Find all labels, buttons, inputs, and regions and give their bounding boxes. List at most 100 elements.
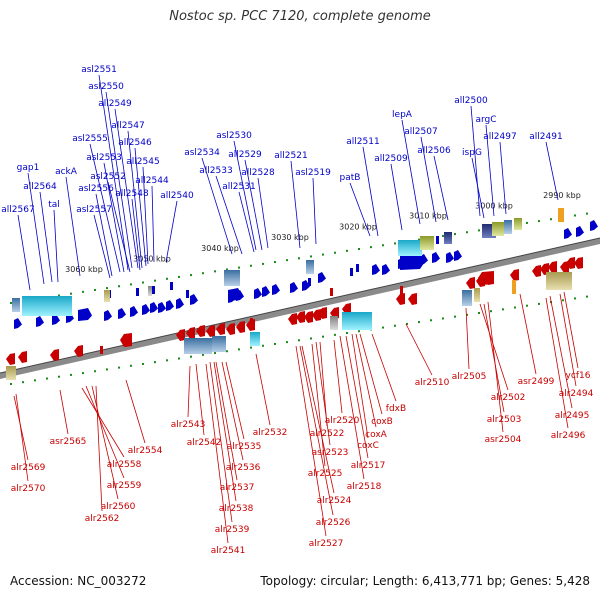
reverse-orf-marker: [400, 286, 403, 294]
reverse-leader-line: [549, 295, 573, 409]
forward-gene-label: all2521: [274, 151, 307, 161]
orf-track-bottom-dot: [346, 332, 348, 335]
orf-track-top-dot: [262, 262, 264, 265]
reverse-leader-line: [255, 353, 271, 426]
orf-track-top-dot: [10, 302, 12, 304]
accession-text: Accession: NC_003272: [10, 574, 147, 588]
reverse-gene-block: [478, 271, 494, 285]
reverse-gene-arrow: [304, 311, 313, 323]
genome-backbone: [0, 238, 600, 379]
reverse-leader-line: [213, 361, 237, 502]
orf-track-bottom-dot: [562, 299, 564, 302]
orf-track-top-dot: [70, 292, 72, 295]
forward-gene-arrow: [446, 252, 454, 263]
orf-track-bottom-dot: [202, 353, 204, 356]
feature-box: [546, 272, 572, 290]
forward-leader-line: [349, 182, 371, 237]
forward-gene-arrow: [302, 280, 310, 291]
forward-leader-line: [471, 157, 485, 219]
forward-gene-arrow: [52, 314, 60, 325]
reverse-gene-label: alr2539: [215, 525, 250, 535]
tick-label: 3010 kbp: [409, 212, 447, 221]
reverse-leader-line: [125, 379, 146, 444]
reverse-leader-line: [205, 363, 229, 544]
orf-track-bottom-dot: [142, 362, 144, 365]
forward-gene-arrow: [158, 302, 166, 313]
forward-gene-label: all2567: [1, 205, 34, 215]
forward-gene-arrow: [254, 288, 262, 299]
reverse-gene-label: alr2541: [211, 546, 246, 556]
orf-track-bottom-dot: [574, 297, 576, 300]
reverse-leader-line: [311, 343, 326, 467]
forward-orf-marker: [152, 286, 155, 294]
reverse-gene-arrow: [408, 293, 417, 305]
orf-track-top-dot: [94, 288, 96, 291]
orf-track-bottom-dot: [298, 339, 300, 342]
reverse-gene-label: alr2496: [551, 431, 586, 441]
reverse-leader-line: [215, 361, 238, 481]
orf-track-top-dot: [238, 266, 240, 269]
reverse-gene-arrow: [396, 293, 405, 305]
reverse-leader-line: [95, 385, 103, 512]
reverse-gene-arrow: [510, 269, 519, 281]
forward-leader-line: [420, 136, 437, 223]
feature-box: [224, 270, 240, 286]
forward-leader-line: [312, 177, 317, 245]
reverse-leader-line: [339, 335, 365, 480]
reverse-orf-marker: [250, 318, 253, 326]
forward-leader-line: [390, 163, 403, 231]
forward-gene-label: all2545: [126, 157, 159, 167]
reverse-gene-arrow: [176, 329, 185, 341]
reverse-leader-line: [559, 293, 577, 387]
forward-leader-line: [244, 159, 263, 251]
orf-track-bottom-dot: [358, 330, 360, 333]
forward-gene-label: all2547: [111, 121, 144, 131]
reverse-leader-line: [465, 307, 470, 370]
forward-gene-label: all2549: [98, 99, 132, 109]
reverse-gene-label: alr2518: [347, 482, 382, 492]
forward-gene-arrow: [190, 294, 198, 305]
orf-track-bottom-dot: [526, 304, 528, 307]
forward-gene-label: asl2519: [295, 168, 331, 178]
forward-gene-label: all2544: [135, 176, 169, 186]
orf-track-bottom-dot: [118, 366, 120, 369]
reverse-orf-marker: [100, 346, 103, 354]
tick-label: 3030 kbp: [271, 233, 309, 242]
reverse-gene-arrow: [288, 313, 297, 325]
forward-leader-line: [127, 130, 143, 269]
orf-track-top-dot: [478, 229, 480, 232]
forward-leader-line: [499, 141, 507, 215]
orf-track-top-dot: [106, 287, 108, 290]
tick-label: 3060 kbp: [65, 265, 103, 274]
orf-track-top-dot: [226, 268, 228, 271]
orf-track-top-dot: [118, 285, 120, 288]
reverse-gene-arrow: [186, 327, 195, 339]
orf-track-top-dot: [310, 255, 312, 258]
reverse-gene-label: asr2504: [485, 435, 522, 445]
reverse-gene-label: coxA: [365, 430, 388, 440]
reverse-leader-line: [405, 323, 433, 376]
feature-box: [492, 222, 504, 236]
reverse-gene-label: asr2499: [518, 377, 555, 387]
forward-leader-line: [53, 209, 59, 283]
forward-gene-label: asl2551: [81, 65, 117, 75]
reverse-gene-arrow: [6, 353, 15, 365]
reverse-leader-line: [487, 301, 504, 433]
reverse-leader-line: [333, 339, 343, 414]
tick-label: 3000 kbp: [475, 201, 513, 210]
orf-track-top-dot: [322, 253, 324, 256]
forward-leader-line: [105, 91, 133, 269]
reverse-leader-line: [351, 333, 369, 439]
feature-box: [474, 288, 480, 302]
reverse-gene-arrow: [466, 277, 475, 289]
reverse-leader-line: [295, 345, 327, 537]
forward-gene-label: gap1: [17, 163, 40, 173]
orf-track-top-dot: [286, 259, 288, 262]
reverse-gene-label: alr2560: [101, 502, 136, 512]
reverse-gene-label: alr2558: [107, 460, 142, 470]
orf-track-top-dot: [58, 294, 60, 297]
orf-track-top-dot: [382, 244, 384, 247]
orf-track-top-dot: [346, 249, 348, 252]
forward-leader-line: [433, 155, 449, 221]
forward-gene-label: all2506: [417, 146, 451, 156]
